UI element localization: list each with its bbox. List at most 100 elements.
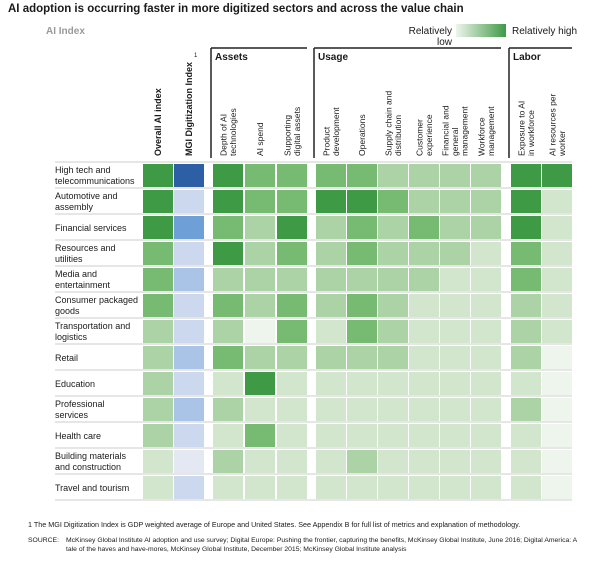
heat-cell — [245, 450, 275, 473]
heat-cell — [347, 346, 377, 369]
heat-cell — [347, 398, 377, 421]
row-label: Education — [55, 379, 95, 389]
heat-cell — [511, 398, 541, 421]
heat-cell — [316, 320, 346, 343]
heat-cell — [471, 476, 501, 499]
heat-cell — [542, 372, 572, 395]
heat-cell — [347, 268, 377, 291]
heat-cell — [542, 320, 572, 343]
heat-cell — [277, 398, 307, 421]
heat-cell — [542, 476, 572, 499]
heat-cell — [277, 294, 307, 317]
legend-gradient — [456, 24, 506, 37]
heat-cell — [511, 372, 541, 395]
column-header: Product — [321, 126, 331, 156]
heat-cell — [245, 268, 275, 291]
source-label: SOURCE: — [28, 537, 59, 544]
heat-cell — [440, 398, 470, 421]
heat-cell — [347, 190, 377, 213]
heat-cell — [143, 242, 173, 265]
heat-cell — [471, 424, 501, 447]
column-header: general — [450, 128, 460, 156]
heat-cell — [174, 424, 204, 447]
source-text: McKinsey Global Institute AI adoption an… — [66, 537, 577, 553]
row-label: telecommunications — [55, 176, 135, 186]
heat-cell — [316, 398, 346, 421]
row-label: Travel and tourism — [55, 483, 129, 493]
column-header: distribution — [393, 115, 403, 156]
heat-cell — [347, 450, 377, 473]
heat-cell — [277, 242, 307, 265]
column-header: development — [331, 107, 341, 156]
heat-cell — [440, 268, 470, 291]
heatmap-chart: Assets Usage Labor Overall AI index MGI Digi… — [55, 47, 572, 501]
column-header: Workforce — [476, 117, 486, 156]
group-label: Usage — [318, 52, 348, 63]
column-header: Exposure to AI — [516, 101, 526, 156]
heat-cell — [174, 190, 204, 213]
heat-cell — [213, 268, 243, 291]
heat-cell — [174, 216, 204, 239]
heat-cell — [316, 450, 346, 473]
heat-cell — [245, 164, 275, 187]
row-label: Consumer packaged — [55, 295, 138, 305]
column-header: experience — [424, 114, 434, 156]
heat-cell — [511, 268, 541, 291]
heat-cell — [213, 242, 243, 265]
heat-cell — [277, 320, 307, 343]
column-header: Depth of AI — [218, 114, 228, 156]
heat-cell — [347, 294, 377, 317]
heat-cell — [245, 216, 275, 239]
heat-cell — [378, 372, 408, 395]
row-label: logistics — [55, 332, 88, 342]
heat-cell — [409, 216, 439, 239]
heat-cell — [277, 476, 307, 499]
heat-cell — [378, 450, 408, 473]
column-header: Overall AI index — [153, 88, 163, 156]
row-label: Building materials — [55, 451, 127, 461]
heat-cell — [542, 268, 572, 291]
heat-cell — [378, 320, 408, 343]
heat-cell — [409, 242, 439, 265]
row-label: High tech and — [55, 165, 111, 175]
heat-cell — [245, 424, 275, 447]
heat-cell — [471, 346, 501, 369]
heat-cell — [174, 294, 204, 317]
heat-cell — [316, 424, 346, 447]
heat-cell — [542, 294, 572, 317]
heat-cell — [471, 216, 501, 239]
heat-cell — [277, 424, 307, 447]
heat-cell — [213, 346, 243, 369]
heat-cell — [347, 320, 377, 343]
heat-cell — [316, 476, 346, 499]
heat-cell — [511, 190, 541, 213]
heat-cell — [316, 164, 346, 187]
heat-cell — [409, 294, 439, 317]
heat-cell — [542, 216, 572, 239]
heat-cell — [245, 398, 275, 421]
column-header: digital assets — [292, 107, 302, 156]
heat-cell — [471, 164, 501, 187]
heat-cell — [542, 346, 572, 369]
heat-cell — [511, 164, 541, 187]
column-header: Supporting — [282, 115, 292, 156]
legend-low-label: Relatively low — [408, 26, 452, 48]
heat-cell — [143, 398, 173, 421]
heat-cell — [440, 450, 470, 473]
heat-cell — [511, 242, 541, 265]
column-header: Operations — [357, 114, 367, 156]
source-note: SOURCE: McKinsey Global Institute AI ado… — [28, 536, 588, 554]
heat-cell — [143, 216, 173, 239]
heat-cell — [511, 424, 541, 447]
heat-cell — [213, 164, 243, 187]
heat-cell — [316, 372, 346, 395]
heat-cell — [471, 450, 501, 473]
heat-cell — [245, 320, 275, 343]
heat-cell — [316, 268, 346, 291]
row-label: Retail — [55, 353, 78, 363]
row-label: Professional — [55, 399, 105, 409]
heat-cell — [277, 190, 307, 213]
heat-cell — [213, 216, 243, 239]
heat-cell — [511, 320, 541, 343]
heat-cell — [277, 164, 307, 187]
